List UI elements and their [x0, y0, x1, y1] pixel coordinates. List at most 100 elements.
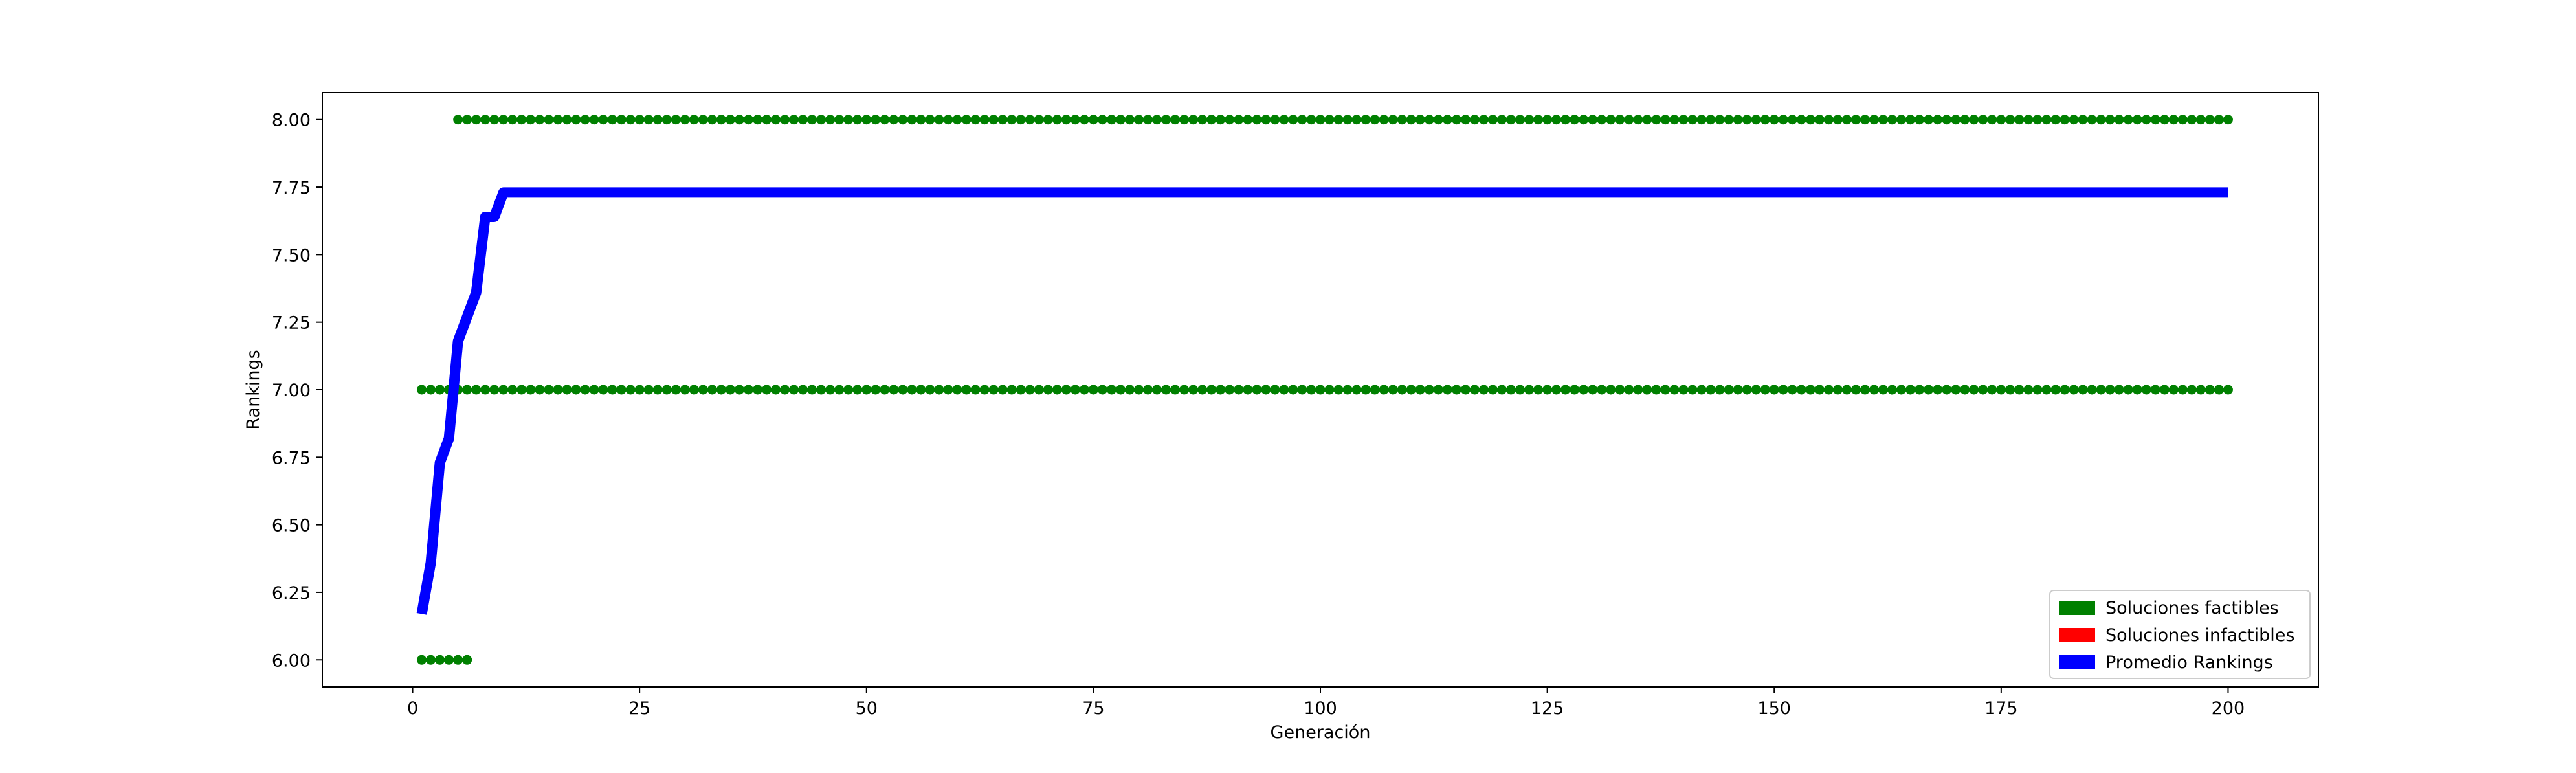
data-point	[1542, 115, 1553, 125]
data-point	[970, 115, 981, 125]
data-point	[471, 385, 482, 395]
data-point	[816, 385, 827, 395]
data-point	[1415, 385, 1425, 395]
data-point	[580, 115, 590, 125]
data-point	[1333, 385, 1344, 395]
y-tick-label: 7.00	[272, 381, 311, 401]
x-tick-label: 75	[1082, 699, 1104, 719]
data-point	[1615, 385, 1625, 395]
data-point	[1388, 385, 1398, 395]
data-point	[1115, 115, 1126, 125]
data-point	[417, 655, 427, 665]
data-point	[743, 115, 753, 125]
data-point	[889, 385, 899, 395]
data-point	[1097, 385, 1107, 395]
data-point	[1805, 115, 1815, 125]
data-point	[1170, 385, 1181, 395]
data-point	[598, 115, 608, 125]
data-point	[889, 115, 899, 125]
data-point	[625, 115, 636, 125]
data-point	[1860, 115, 1870, 125]
data-point	[1751, 385, 1761, 395]
data-point	[1769, 115, 1779, 125]
data-point	[1606, 385, 1616, 395]
data-point	[462, 655, 472, 665]
data-point	[1551, 385, 1562, 395]
data-point	[1878, 385, 1889, 395]
data-point	[1451, 385, 1461, 395]
x-tick-label: 125	[1531, 699, 1564, 719]
data-point	[1506, 115, 1516, 125]
data-point	[2141, 115, 2151, 125]
data-point	[916, 385, 926, 395]
data-point	[1960, 385, 1970, 395]
data-point	[2087, 115, 2097, 125]
data-point	[1225, 115, 1235, 125]
data-point	[1234, 385, 1244, 395]
data-point	[471, 115, 482, 125]
data-point	[1715, 385, 1725, 395]
data-point	[1234, 115, 1244, 125]
data-point	[780, 115, 790, 125]
data-point	[1896, 115, 1907, 125]
data-point	[643, 385, 654, 395]
data-point	[880, 115, 890, 125]
data-point	[1070, 385, 1080, 395]
data-point	[1270, 385, 1280, 395]
data-point	[2195, 385, 2206, 395]
data-point	[1660, 115, 1671, 125]
data-point	[1270, 115, 1280, 125]
data-point	[2032, 385, 2043, 395]
x-tick-label: 100	[1304, 699, 1337, 719]
data-point	[2159, 115, 2170, 125]
data-point	[1733, 115, 1743, 125]
data-point	[807, 385, 817, 395]
data-point	[1633, 385, 1643, 395]
data-point	[1624, 385, 1634, 395]
y-tick-label: 6.50	[272, 516, 311, 536]
data-point	[1070, 115, 1080, 125]
data-point	[571, 115, 581, 125]
data-point	[1933, 385, 1943, 395]
data-point	[771, 385, 781, 395]
data-point	[1978, 385, 1988, 395]
data-point	[807, 115, 817, 125]
data-point	[1669, 115, 1680, 125]
data-point	[516, 385, 527, 395]
data-point	[734, 385, 744, 395]
data-point	[1715, 115, 1725, 125]
data-point	[1796, 385, 1806, 395]
data-point	[1778, 385, 1788, 395]
x-tick-label: 0	[407, 699, 418, 719]
data-point	[2223, 115, 2233, 125]
data-point	[1351, 385, 1362, 395]
data-point	[1951, 115, 1961, 125]
data-point	[453, 655, 463, 665]
data-point	[1560, 115, 1571, 125]
data-point	[1333, 115, 1344, 125]
data-point	[1106, 385, 1116, 395]
data-point	[507, 385, 518, 395]
data-point	[1696, 385, 1707, 395]
data-point	[652, 115, 663, 125]
data-point	[1814, 115, 1825, 125]
data-point	[553, 115, 563, 125]
data-point	[1025, 115, 1035, 125]
data-point	[689, 115, 699, 125]
data-point	[1570, 115, 1580, 125]
legend-swatch	[2059, 628, 2095, 642]
data-point	[988, 115, 999, 125]
data-point	[762, 385, 772, 395]
data-point	[1506, 385, 1516, 395]
data-point	[1588, 115, 1598, 125]
data-point	[734, 115, 744, 125]
data-point	[1588, 385, 1598, 395]
data-point	[1787, 385, 1797, 395]
data-point	[871, 115, 881, 125]
data-point	[1170, 115, 1181, 125]
data-point	[1478, 385, 1489, 395]
data-point	[934, 115, 944, 125]
data-point	[988, 385, 999, 395]
data-point	[1397, 385, 1407, 395]
data-point	[2105, 115, 2115, 125]
